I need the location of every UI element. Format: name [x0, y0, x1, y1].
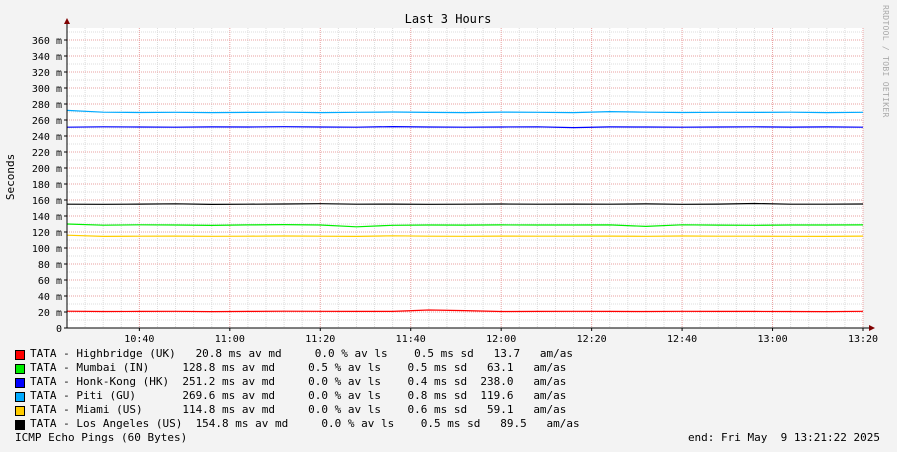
legend: TATA - Highbridge (UK) 20.8 ms av md 0.0…: [15, 347, 580, 431]
y-tick-label: 340 m: [32, 52, 62, 63]
y-axis-arrow: [64, 18, 70, 24]
series-line: [66, 223, 864, 228]
y-tick-label: 280 m: [32, 100, 62, 111]
y-tick-label: 80 m: [38, 260, 62, 271]
x-tick-label: 12:20: [577, 334, 607, 345]
legend-text: TATA - Mumbai (IN) 128.8 ms av md 0.5 % …: [30, 361, 567, 374]
rrdtool-watermark: RRDTOOL / TOBI OETIKER: [881, 5, 890, 118]
x-tick-label: 11:00: [215, 334, 245, 345]
legend-text: TATA - Los Angeles (US) 154.8 ms av md 0…: [30, 417, 580, 430]
y-tick-label: 180 m: [32, 180, 62, 191]
x-tick-label: 10:40: [124, 334, 154, 345]
legend-swatch: [15, 377, 25, 388]
x-tick-label: 13:20: [848, 334, 878, 345]
x-tick-label: 12:00: [486, 334, 516, 345]
legend-text: TATA - Miami (US) 114.8 ms av md 0.0 % a…: [30, 403, 567, 416]
y-tick-label: 220 m: [32, 148, 62, 159]
series-line: [66, 109, 864, 114]
legend-item: TATA - Mumbai (IN) 128.8 ms av md 0.5 % …: [15, 361, 580, 375]
legend-item: TATA - Highbridge (UK) 20.8 ms av md 0.0…: [15, 347, 580, 361]
legend-swatch: [15, 405, 25, 416]
series-line: [66, 202, 864, 206]
legend-item: TATA - Los Angeles (US) 154.8 ms av md 0…: [15, 417, 580, 431]
y-tick-label: 300 m: [32, 84, 62, 95]
legend-swatch: [15, 349, 25, 360]
legend-item: TATA - Miami (US) 114.8 ms av md 0.0 % a…: [15, 403, 580, 417]
x-tick-label: 11:40: [396, 334, 426, 345]
chart-title: Last 3 Hours: [405, 12, 492, 26]
y-tick-label: 120 m: [32, 228, 62, 239]
y-tick-label: 240 m: [32, 132, 62, 143]
y-tick-label: 320 m: [32, 68, 62, 79]
series-line: [66, 234, 864, 238]
y-tick-label: 0: [56, 324, 62, 335]
y-tick-label: 200 m: [32, 164, 62, 175]
legend-swatch: [15, 419, 25, 430]
y-tick-label: 160 m: [32, 196, 62, 207]
legend-swatch: [15, 363, 25, 374]
x-tick-label: 11:20: [305, 334, 335, 345]
legend-swatch: [15, 391, 25, 402]
y-tick-label: 360 m: [32, 36, 62, 47]
y-tick-label: 60 m: [38, 276, 62, 287]
y-tick-label: 100 m: [32, 244, 62, 255]
y-tick-label: 20 m: [38, 308, 62, 319]
y-tick-label: 260 m: [32, 116, 62, 127]
end-timestamp: end: Fri May 9 13:21:22 2025: [687, 431, 880, 444]
y-axis-label: Seconds: [4, 154, 17, 200]
y-tick-label: 140 m: [32, 212, 62, 223]
legend-text: TATA - Highbridge (UK) 20.8 ms av md 0.0…: [30, 347, 574, 360]
legend-text: TATA - Honk-Kong (HK) 251.2 ms av md 0.0…: [30, 375, 567, 388]
series-line: [66, 125, 864, 129]
graph-comment: ICMP Echo Pings (60 Bytes): [15, 431, 188, 444]
x-tick-label: 13:00: [757, 334, 787, 345]
legend-item: TATA - Piti (GU) 269.6 ms av md 0.0 % av…: [15, 389, 580, 403]
y-tick-label: 40 m: [38, 292, 62, 303]
series-line: [66, 309, 864, 313]
x-axis-arrow: [869, 325, 875, 331]
legend-item: TATA - Honk-Kong (HK) 251.2 ms av md 0.0…: [15, 375, 580, 389]
x-tick-label: 12:40: [667, 334, 697, 345]
legend-text: TATA - Piti (GU) 269.6 ms av md 0.0 % av…: [30, 389, 567, 402]
